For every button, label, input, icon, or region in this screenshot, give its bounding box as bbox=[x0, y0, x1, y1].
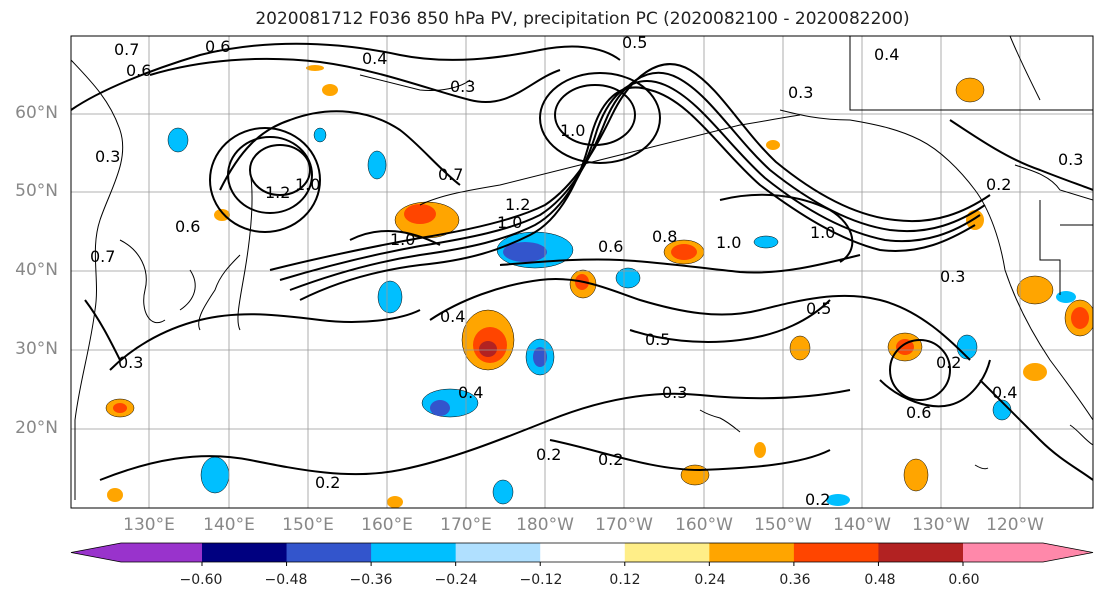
contour-label: 0.6 bbox=[598, 237, 623, 256]
colorbar-tick-label: −0.60 bbox=[179, 572, 223, 588]
colorbar-tick-label: 0.36 bbox=[779, 572, 811, 588]
lon-label: 140°W bbox=[833, 515, 891, 535]
contour-label: 1.0 bbox=[497, 213, 522, 232]
contour-label: 0.4 bbox=[992, 383, 1017, 402]
lon-label: 180°W bbox=[516, 515, 574, 535]
colorbar-segment bbox=[709, 543, 795, 562]
lat-label: 60°N bbox=[15, 103, 58, 123]
lat-label: 40°N bbox=[15, 260, 58, 280]
lon-label: 170°E bbox=[440, 515, 492, 535]
contour-label: 1.0 bbox=[560, 121, 585, 140]
colorbar-segment bbox=[286, 543, 372, 562]
colorbar-segment bbox=[540, 543, 626, 562]
contour-label: 0.2 bbox=[936, 353, 961, 372]
lon-label: 170°W bbox=[595, 515, 653, 535]
lon-label: 160°W bbox=[675, 515, 733, 535]
lon-label: 130°E bbox=[123, 515, 175, 535]
contour-label: 0.3 bbox=[118, 353, 143, 372]
contour-label: 0.3 bbox=[1058, 150, 1083, 169]
lon-label: 160°E bbox=[361, 515, 413, 535]
lon-label: 150°W bbox=[754, 515, 812, 535]
precip-positive bbox=[105, 65, 1093, 508]
contour-label: 0.6 bbox=[205, 37, 230, 56]
colorbar-tick-label: −0.48 bbox=[264, 572, 308, 588]
contour-label: 0.6 bbox=[126, 61, 151, 80]
contour-label: 0.4 bbox=[362, 49, 387, 68]
contour-label: 0.2 bbox=[315, 473, 340, 492]
colorbar-segment bbox=[455, 543, 541, 562]
lon-label: 130°W bbox=[912, 515, 970, 535]
contour-label: 1.0 bbox=[390, 230, 415, 249]
colorbar-segment bbox=[71, 543, 202, 562]
colorbar-outline bbox=[70, 542, 1094, 563]
lat-label: 20°N bbox=[15, 418, 58, 438]
contour-label: 0.8 bbox=[652, 227, 677, 246]
lon-label: 150°E bbox=[282, 515, 334, 535]
contour-label: 1.2 bbox=[265, 183, 290, 202]
colorbar bbox=[70, 542, 1094, 566]
chart-title: 2020081712 F036 850 hPa PV, precipitatio… bbox=[255, 9, 910, 29]
lon-label: 140°E bbox=[203, 515, 255, 535]
colorbar-tick-label: 0.48 bbox=[864, 572, 896, 588]
contour-label: 0.5 bbox=[622, 33, 647, 52]
map-border bbox=[70, 35, 1094, 509]
colorbar-segment bbox=[878, 543, 964, 562]
contour-label: 0.3 bbox=[940, 267, 965, 286]
contour-label: 1.0 bbox=[716, 233, 741, 252]
colorbar-segment bbox=[793, 543, 879, 562]
contour-label: 0.2 bbox=[536, 445, 561, 464]
lat-label: 50°N bbox=[15, 181, 58, 201]
contour-label: 0.2 bbox=[598, 450, 623, 469]
colorbar-segment bbox=[371, 543, 457, 562]
precip-negative bbox=[167, 127, 1076, 506]
colorbar-tick-label: −0.12 bbox=[519, 572, 563, 588]
contour-label: 0.3 bbox=[788, 83, 813, 102]
contour-label: 0.5 bbox=[645, 330, 670, 349]
contour-label: 0.4 bbox=[458, 383, 483, 402]
lon-label: 120°W bbox=[986, 515, 1044, 535]
contour-label: 1.0 bbox=[295, 175, 320, 194]
pv-contours bbox=[71, 42, 1093, 481]
contour-label: 0.2 bbox=[805, 490, 830, 509]
contour-label: 0.5 bbox=[806, 299, 831, 318]
lat-label: 30°N bbox=[15, 339, 58, 359]
contour-label: 0.7 bbox=[90, 247, 115, 266]
colorbar-tick-label: −0.36 bbox=[349, 572, 393, 588]
contour-label: 0.7 bbox=[114, 40, 139, 59]
contour-label: 0.4 bbox=[440, 307, 465, 326]
contour-labels: 0.7 0.6 0.6 0.4 0.5 0.4 0.3 0.3 0.3 1.0 … bbox=[90, 33, 1083, 509]
colorbar-tick-label: 0.60 bbox=[948, 572, 980, 588]
contour-label: 1.0 bbox=[810, 223, 835, 242]
contour-label: 0.6 bbox=[175, 217, 200, 236]
contour-label: 0.4 bbox=[874, 45, 899, 64]
contour-label: 0.6 bbox=[906, 403, 931, 422]
contour-label: 0.3 bbox=[450, 77, 475, 96]
precip-shading bbox=[105, 65, 1093, 508]
contour-label: 0.7 bbox=[438, 165, 463, 184]
contour-label: 0.3 bbox=[662, 383, 687, 402]
colorbar-tick-label: 0.12 bbox=[609, 572, 641, 588]
contour-label: 0.3 bbox=[95, 147, 120, 166]
colorbar-tick-label: 0.24 bbox=[694, 572, 726, 588]
colorbar-segment bbox=[624, 543, 710, 562]
contour-label: 1.2 bbox=[505, 195, 530, 214]
contour-label: 0.2 bbox=[986, 175, 1011, 194]
colorbar-segment bbox=[202, 543, 288, 562]
colorbar-segment bbox=[963, 543, 1093, 562]
colorbar-tick-label: −0.24 bbox=[434, 572, 478, 588]
